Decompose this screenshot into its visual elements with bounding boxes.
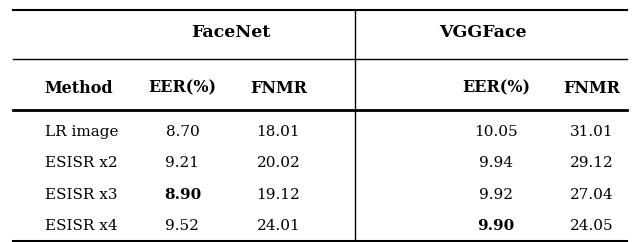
Text: Method: Method [45,80,113,97]
Text: FNMR: FNMR [250,80,307,97]
Text: 27.04: 27.04 [570,188,614,202]
Text: 29.12: 29.12 [570,156,614,170]
Text: VGGFace: VGGFace [440,24,527,41]
Text: 9.52: 9.52 [166,219,199,233]
Text: 9.21: 9.21 [165,156,200,170]
Text: EER(%): EER(%) [462,80,530,97]
Text: 24.05: 24.05 [570,219,614,233]
Text: FNMR: FNMR [564,80,620,97]
Text: 9.92: 9.92 [479,188,513,202]
Text: 31.01: 31.01 [570,125,614,139]
Text: 18.01: 18.01 [257,125,300,139]
Text: FaceNet: FaceNet [191,24,270,41]
Text: ESISR x2: ESISR x2 [45,156,117,170]
Text: 8.70: 8.70 [166,125,199,139]
Text: 9.94: 9.94 [479,156,513,170]
Text: 20.02: 20.02 [257,156,300,170]
Text: LR image: LR image [45,125,118,139]
Text: 10.05: 10.05 [474,125,518,139]
Text: 19.12: 19.12 [257,188,300,202]
Text: ESISR x4: ESISR x4 [45,219,117,233]
Text: ESISR x3: ESISR x3 [45,188,117,202]
Text: 9.90: 9.90 [477,219,515,233]
Text: 24.01: 24.01 [257,219,300,233]
Text: 8.90: 8.90 [164,188,201,202]
Text: EER(%): EER(%) [148,80,216,97]
